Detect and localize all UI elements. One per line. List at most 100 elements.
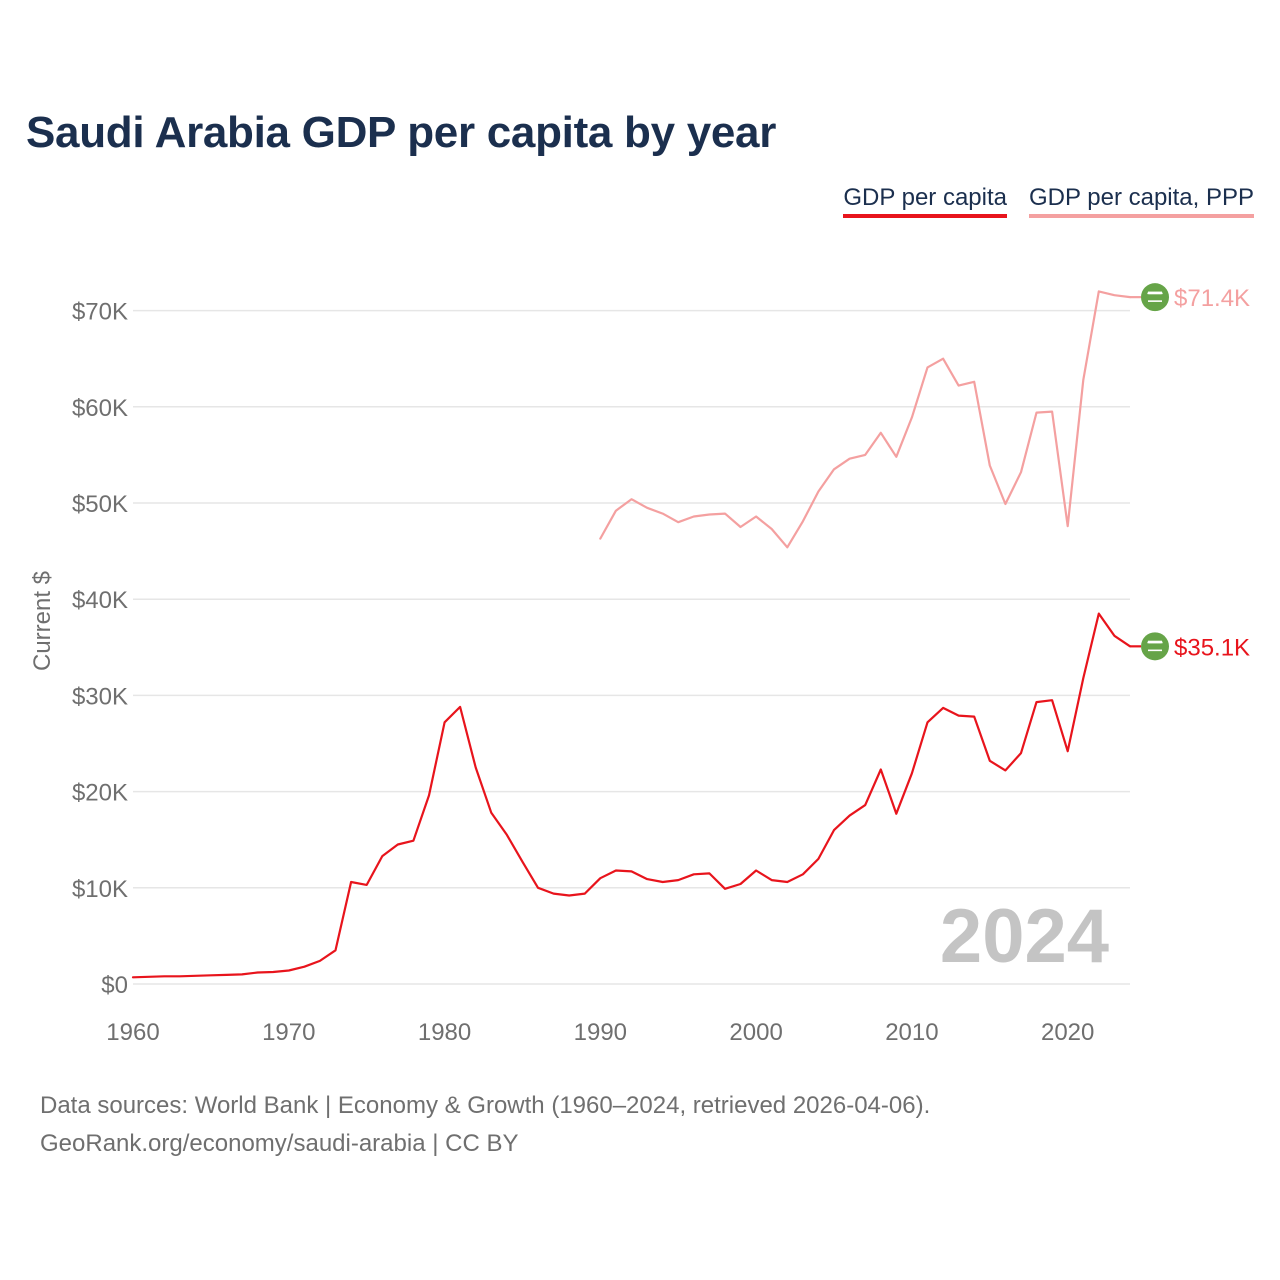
data-point-gdp-per-capita-ppp[interactable] [768,525,776,533]
data-point-gdp-per-capita[interactable] [160,972,168,980]
data-point-gdp-per-capita[interactable] [705,869,713,877]
data-point-gdp-per-capita-ppp[interactable] [737,523,745,531]
data-point-gdp-per-capita[interactable] [955,712,963,720]
data-point-gdp-per-capita[interactable] [690,870,698,878]
data-point-gdp-per-capita[interactable] [1064,747,1072,755]
data-point-gdp-per-capita-ppp[interactable] [861,451,869,459]
data-point-gdp-per-capita-ppp[interactable] [986,461,994,469]
data-point-gdp-per-capita-ppp[interactable] [892,453,900,461]
data-point-gdp-per-capita[interactable] [394,841,402,849]
data-point-gdp-per-capita[interactable] [238,970,246,978]
data-point-gdp-per-capita[interactable] [129,973,137,981]
data-point-gdp-per-capita-ppp[interactable] [752,512,760,520]
data-point-gdp-per-capita[interactable] [752,866,760,874]
data-point-gdp-per-capita[interactable] [191,972,199,980]
data-point-gdp-per-capita[interactable] [861,801,869,809]
data-point-gdp-per-capita[interactable] [923,718,931,726]
data-point-gdp-per-capita[interactable] [518,858,526,866]
data-point-gdp-per-capita-ppp[interactable] [596,535,604,543]
data-point-gdp-per-capita[interactable] [145,973,153,981]
data-point-gdp-per-capita[interactable] [1110,632,1118,640]
data-point-gdp-per-capita-ppp[interactable] [1064,522,1072,530]
data-point-gdp-per-capita[interactable] [207,971,215,979]
data-point-gdp-per-capita-ppp[interactable] [1110,291,1118,299]
data-point-gdp-per-capita-ppp[interactable] [877,429,885,437]
data-point-gdp-per-capita[interactable] [970,713,978,721]
data-point-gdp-per-capita-ppp[interactable] [814,487,822,495]
data-point-gdp-per-capita[interactable] [363,881,371,889]
data-point-gdp-per-capita[interactable] [581,890,589,898]
data-point-gdp-per-capita-ppp[interactable] [643,504,651,512]
data-point-gdp-per-capita-ppp[interactable] [923,363,931,371]
data-point-gdp-per-capita[interactable] [612,866,620,874]
data-point-gdp-per-capita[interactable] [1033,698,1041,706]
data-point-gdp-per-capita[interactable] [939,704,947,712]
data-point-gdp-per-capita[interactable] [176,972,184,980]
data-point-gdp-per-capita-ppp[interactable] [705,511,713,519]
data-point-gdp-per-capita[interactable] [487,809,495,817]
data-point-gdp-per-capita[interactable] [425,791,433,799]
data-point-gdp-per-capita[interactable] [659,878,667,886]
data-point-gdp-per-capita-ppp[interactable] [674,518,682,526]
data-point-gdp-per-capita[interactable] [674,876,682,884]
data-point-gdp-per-capita[interactable] [1001,766,1009,774]
data-point-gdp-per-capita-ppp[interactable] [1048,408,1056,416]
data-point-gdp-per-capita[interactable] [300,963,308,971]
data-point-gdp-per-capita[interactable] [332,946,340,954]
data-point-gdp-per-capita-ppp[interactable] [1079,376,1087,384]
data-point-gdp-per-capita-ppp[interactable] [783,543,791,551]
data-point-gdp-per-capita-ppp[interactable] [908,413,916,421]
data-point-gdp-per-capita[interactable] [846,812,854,820]
data-point-gdp-per-capita[interactable] [378,852,386,860]
data-point-gdp-per-capita[interactable] [285,967,293,975]
series-line-gdp-per-capita-ppp[interactable] [599,290,1132,549]
data-point-gdp-per-capita[interactable] [643,875,651,883]
data-point-gdp-per-capita-ppp[interactable] [721,510,729,518]
data-point-gdp-per-capita[interactable] [503,831,511,839]
legend-item-gdp-per-capita[interactable]: GDP per capita [843,184,1007,218]
data-point-gdp-per-capita[interactable] [986,757,994,765]
data-point-gdp-per-capita[interactable] [1017,749,1025,757]
data-point-gdp-per-capita-ppp[interactable] [830,465,838,473]
data-point-gdp-per-capita-ppp[interactable] [939,355,947,363]
data-point-gdp-per-capita-ppp[interactable] [955,382,963,390]
data-point-gdp-per-capita[interactable] [316,957,324,965]
data-point-gdp-per-capita-ppp[interactable] [970,378,978,386]
data-point-gdp-per-capita[interactable] [269,968,277,976]
data-point-gdp-per-capita-ppp[interactable] [1095,287,1103,295]
data-point-gdp-per-capita-ppp[interactable] [628,495,636,503]
data-point-gdp-per-capita-ppp[interactable] [1033,409,1041,417]
data-point-gdp-per-capita-ppp[interactable] [612,507,620,515]
data-point-gdp-per-capita-ppp[interactable] [799,517,807,525]
data-point-gdp-per-capita[interactable] [783,878,791,886]
data-point-gdp-per-capita[interactable] [441,718,449,726]
data-point-gdp-per-capita[interactable] [222,971,230,979]
data-point-gdp-per-capita[interactable] [472,764,480,772]
data-point-gdp-per-capita-ppp[interactable] [1001,500,1009,508]
data-point-gdp-per-capita-ppp[interactable] [690,512,698,520]
data-point-gdp-per-capita-ppp[interactable] [659,510,667,518]
data-point-gdp-per-capita[interactable] [456,703,464,711]
legend-item-gdp-per-capita-ppp[interactable]: GDP per capita, PPP [1029,184,1254,218]
data-point-gdp-per-capita[interactable] [877,765,885,773]
data-point-gdp-per-capita[interactable] [830,826,838,834]
data-point-gdp-per-capita[interactable] [908,769,916,777]
data-point-gdp-per-capita[interactable] [347,878,355,886]
data-point-gdp-per-capita[interactable] [768,876,776,884]
data-point-gdp-per-capita[interactable] [737,880,745,888]
series-line-gdp-per-capita[interactable] [131,612,1132,979]
data-point-gdp-per-capita-ppp[interactable] [1017,468,1025,476]
data-point-gdp-per-capita[interactable] [799,870,807,878]
data-point-gdp-per-capita[interactable] [596,874,604,882]
data-point-gdp-per-capita[interactable] [1095,610,1103,618]
data-point-gdp-per-capita[interactable] [565,891,573,899]
data-point-gdp-per-capita[interactable] [721,885,729,893]
data-point-gdp-per-capita[interactable] [1048,696,1056,704]
data-point-gdp-per-capita[interactable] [550,890,558,898]
data-point-gdp-per-capita[interactable] [254,968,262,976]
data-point-gdp-per-capita[interactable] [892,810,900,818]
data-point-gdp-per-capita-ppp[interactable] [846,455,854,463]
data-point-gdp-per-capita[interactable] [1079,674,1087,682]
data-point-gdp-per-capita[interactable] [534,884,542,892]
data-point-gdp-per-capita[interactable] [409,837,417,845]
